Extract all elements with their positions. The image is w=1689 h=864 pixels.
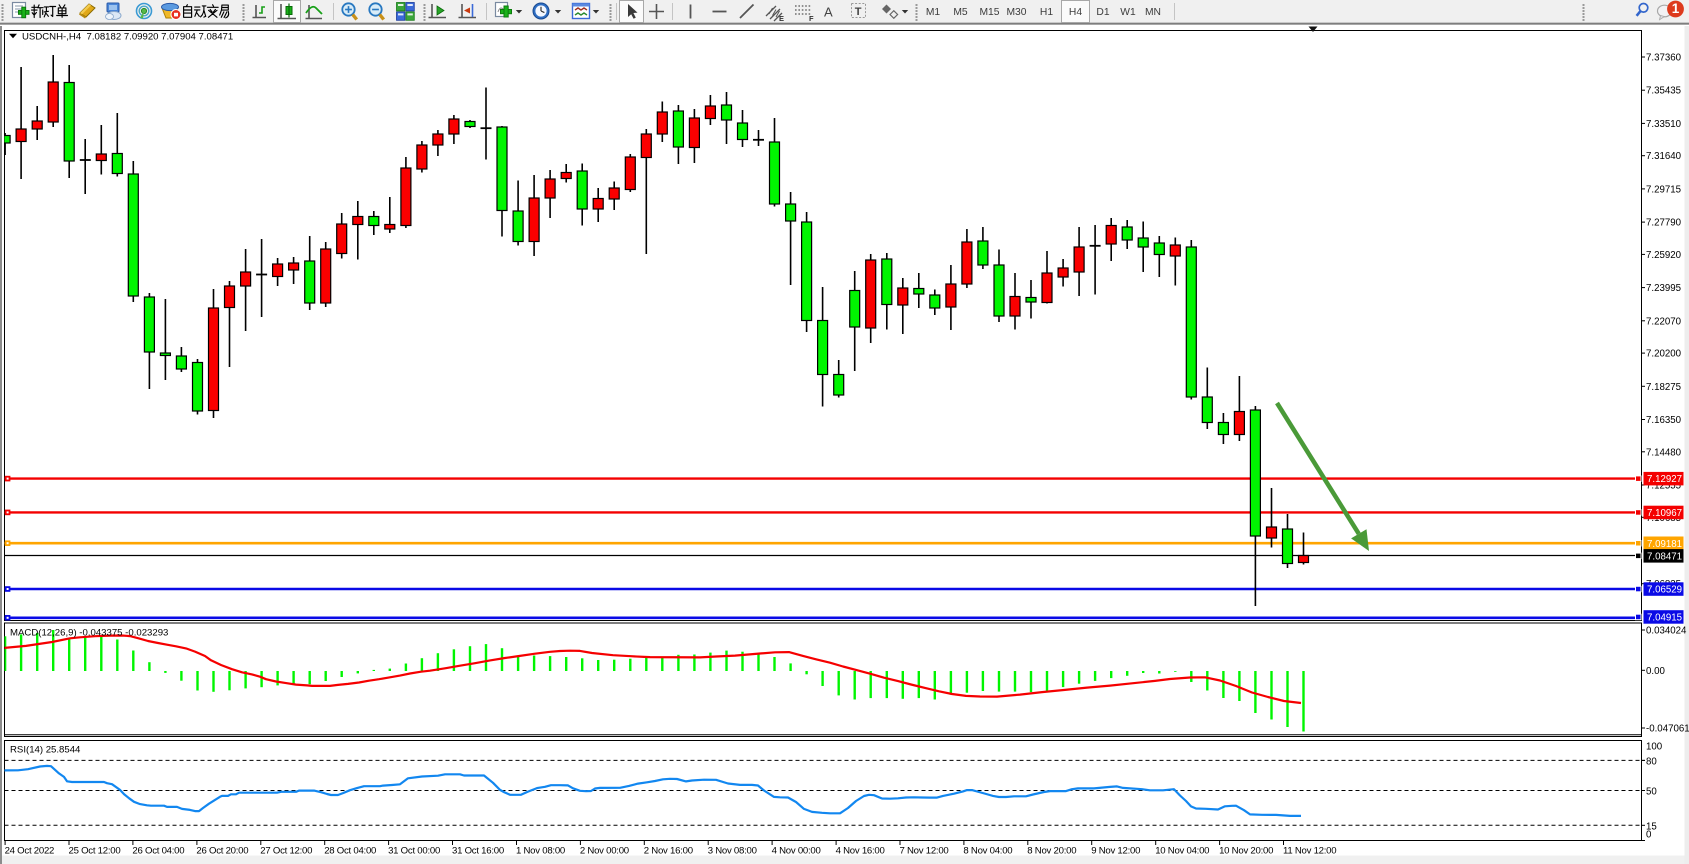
svg-text:A: A: [824, 5, 833, 20]
svg-text:M15: M15: [979, 7, 999, 18]
svg-text:2 Nov 00:00: 2 Nov 00:00: [580, 845, 629, 856]
svg-text:2 Nov 16:00: 2 Nov 16:00: [644, 845, 693, 856]
svg-text:H4: H4: [1069, 7, 1082, 18]
svg-text:7.35435: 7.35435: [1646, 86, 1681, 97]
svg-text:11 Nov 12:00: 11 Nov 12:00: [1283, 845, 1336, 856]
svg-text:9 Nov 12:00: 9 Nov 12:00: [1091, 845, 1140, 856]
svg-text:1: 1: [1672, 1, 1680, 16]
svg-text:7.22070: 7.22070: [1646, 316, 1682, 327]
svg-text:7.06529: 7.06529: [1647, 585, 1682, 596]
svg-text:4 Nov 00:00: 4 Nov 00:00: [772, 845, 821, 856]
svg-text:31 Oct 00:00: 31 Oct 00:00: [388, 845, 440, 856]
svg-text:E: E: [779, 14, 784, 23]
svg-text:3 Nov 08:00: 3 Nov 08:00: [708, 845, 757, 856]
svg-text:7.16350: 7.16350: [1646, 415, 1682, 426]
svg-text:T: T: [855, 6, 862, 18]
svg-text:7.25920: 7.25920: [1646, 250, 1682, 261]
svg-text:0.00: 0.00: [1646, 666, 1665, 677]
svg-text:7.09181: 7.09181: [1647, 539, 1682, 550]
svg-text:0.034024: 0.034024: [1646, 626, 1687, 637]
svg-text:7.20200: 7.20200: [1646, 349, 1682, 360]
svg-text:4 Nov 16:00: 4 Nov 16:00: [836, 845, 885, 856]
svg-text:26 Oct 20:00: 26 Oct 20:00: [196, 845, 248, 856]
svg-text:M1: M1: [926, 7, 941, 18]
svg-text:1 Nov 08:00: 1 Nov 08:00: [516, 845, 565, 856]
svg-text:8 Nov 04:00: 8 Nov 04:00: [963, 845, 1012, 856]
svg-text:W1: W1: [1120, 7, 1136, 18]
svg-text:7.04915: 7.04915: [1647, 613, 1682, 624]
svg-text:7.08471: 7.08471: [1647, 551, 1682, 562]
svg-text:-0.047061: -0.047061: [1646, 724, 1689, 735]
svg-text:M5: M5: [953, 7, 968, 18]
svg-text:80: 80: [1646, 757, 1657, 768]
svg-text:31 Oct 16:00: 31 Oct 16:00: [452, 845, 504, 856]
svg-text:USDCNH-,H4 7.08182 7.09920 7.: USDCNH-,H4 7.08182 7.09920 7.07904 7.084…: [22, 32, 233, 43]
svg-text:M30: M30: [1006, 7, 1026, 18]
svg-text:7 Nov 12:00: 7 Nov 12:00: [900, 845, 949, 856]
svg-text:7.18275: 7.18275: [1646, 382, 1681, 393]
svg-text:MN: MN: [1145, 7, 1161, 18]
svg-text:7.23995: 7.23995: [1646, 283, 1681, 294]
svg-text:25 Oct 12:00: 25 Oct 12:00: [69, 845, 121, 856]
svg-text:MACD(12,26,9) -0.043375 -0.023: MACD(12,26,9) -0.043375 -0.023293: [10, 628, 168, 639]
svg-text:24 Oct 2022: 24 Oct 2022: [5, 845, 55, 856]
svg-text:7.14480: 7.14480: [1646, 447, 1682, 458]
svg-text:28 Oct 04:00: 28 Oct 04:00: [324, 845, 376, 856]
svg-text:7.12555: 7.12555: [1646, 481, 1681, 492]
svg-text:7.33510: 7.33510: [1646, 119, 1682, 130]
svg-text:15: 15: [1646, 822, 1657, 833]
svg-text:F: F: [809, 14, 814, 23]
svg-text:7.27790: 7.27790: [1646, 218, 1682, 229]
svg-text:RSI(14) 25.8544: RSI(14) 25.8544: [10, 745, 81, 756]
svg-text:50: 50: [1646, 787, 1657, 798]
svg-text:100: 100: [1646, 742, 1663, 753]
svg-text:0: 0: [1646, 830, 1652, 841]
svg-text:10 Nov 04:00: 10 Nov 04:00: [1155, 845, 1209, 856]
svg-text:H1: H1: [1040, 7, 1053, 18]
svg-text:7.10967: 7.10967: [1647, 508, 1682, 519]
svg-text:27 Oct 12:00: 27 Oct 12:00: [260, 845, 312, 856]
svg-text:8 Nov 20:00: 8 Nov 20:00: [1027, 845, 1076, 856]
svg-text:7.29715: 7.29715: [1646, 184, 1681, 195]
svg-text:7.31640: 7.31640: [1646, 151, 1682, 162]
svg-text:26 Oct 04:00: 26 Oct 04:00: [132, 845, 184, 856]
svg-text:D1: D1: [1096, 7, 1109, 18]
svg-text:10 Nov 20:00: 10 Nov 20:00: [1219, 845, 1273, 856]
svg-text:7.37360: 7.37360: [1646, 53, 1682, 64]
svg-text:7.12927: 7.12927: [1647, 474, 1682, 485]
